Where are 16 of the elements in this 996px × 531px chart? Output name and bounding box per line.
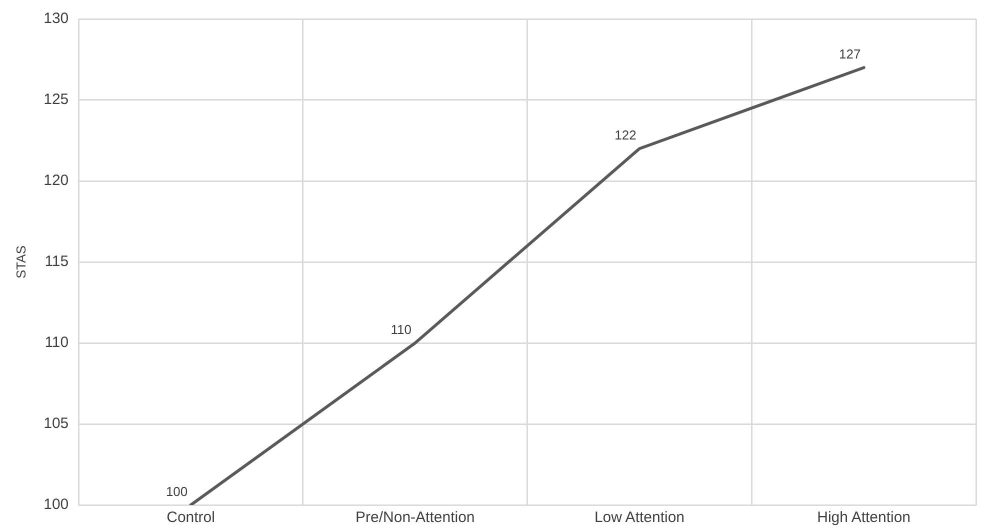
y-tick-label: 125 [44, 91, 69, 108]
y-tick-label: 110 [44, 334, 69, 352]
x-tick-label: Pre/Non-Attention [356, 509, 475, 526]
x-tick-label: Low Attention [594, 509, 685, 526]
data-label: 100 [166, 484, 188, 500]
y-axis-title: STAS [13, 245, 28, 278]
y-tick-label: 105 [44, 415, 69, 432]
y-tick-label: 130 [44, 10, 69, 28]
y-tick-label: 100 [44, 496, 69, 514]
x-tick-label: Control [166, 509, 215, 526]
y-tick-label: 120 [44, 172, 69, 190]
y-tick-label: 115 [44, 253, 69, 270]
data-label: 127 [838, 46, 861, 62]
data-label: 122 [614, 128, 636, 143]
x-tick-label: High Attention [817, 509, 911, 526]
data-label: 110 [390, 322, 412, 338]
